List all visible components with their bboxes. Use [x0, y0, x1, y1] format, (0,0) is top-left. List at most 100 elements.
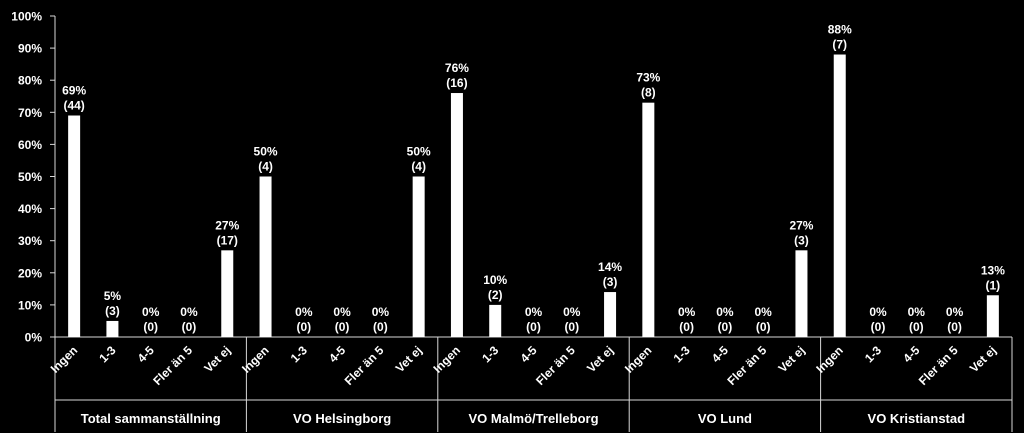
group-label: Total sammanställning	[81, 411, 221, 426]
data-label-count: (0)	[296, 320, 311, 334]
data-label-percent: 0%	[295, 305, 313, 319]
group-label: VO Helsingborg	[293, 411, 391, 426]
category-label: Fler än 5	[724, 343, 769, 388]
y-tick-label: 10%	[18, 298, 42, 312]
y-tick-label: 80%	[18, 74, 42, 88]
category-label: Vet ej	[584, 343, 616, 375]
group-label: VO Malmö/Trelleborg	[468, 411, 598, 426]
data-label-percent: 0%	[142, 305, 160, 319]
data-label-count: (3)	[603, 275, 618, 289]
data-label-count: (16)	[446, 76, 467, 90]
data-label-count: (4)	[411, 160, 426, 174]
data-label-percent: 0%	[678, 305, 696, 319]
data-label-percent: 0%	[716, 305, 734, 319]
data-label-percent: 0%	[869, 305, 887, 319]
bar	[259, 176, 272, 337]
y-tick-label: 0%	[25, 331, 43, 345]
y-tick-label: 100%	[11, 10, 42, 24]
y-tick-label: 60%	[18, 138, 42, 152]
data-label-count: (0)	[526, 320, 541, 334]
data-label-percent: 0%	[180, 305, 198, 319]
data-label-percent: 73%	[636, 71, 660, 85]
data-label-percent: 0%	[563, 305, 581, 319]
category-label: 1-3	[288, 343, 310, 365]
data-label-count: (0)	[718, 320, 733, 334]
data-label-percent: 69%	[62, 84, 86, 98]
data-label-percent: 50%	[254, 145, 278, 159]
data-label-percent: 88%	[828, 23, 852, 37]
data-label-percent: 76%	[445, 61, 469, 75]
group-label: VO Kristianstad	[868, 411, 966, 426]
category-label: 4-5	[900, 343, 922, 365]
data-label-percent: 13%	[981, 263, 1005, 277]
category-label: Fler än 5	[916, 343, 961, 388]
y-tick-label: 70%	[18, 106, 42, 120]
category-label: Fler än 5	[150, 343, 195, 388]
bar	[68, 115, 81, 337]
y-tick-label: 90%	[18, 42, 42, 56]
data-label-percent: 0%	[946, 305, 964, 319]
bar	[412, 176, 425, 337]
data-label-count: (3)	[794, 233, 809, 247]
bar	[604, 292, 617, 337]
bar	[795, 250, 808, 337]
category-label: Ingen	[813, 343, 846, 376]
y-tick-label: 50%	[18, 170, 42, 184]
category-label: Fler än 5	[533, 343, 578, 388]
data-label-percent: 0%	[372, 305, 390, 319]
bar	[489, 304, 502, 337]
data-label-percent: 0%	[525, 305, 543, 319]
data-label-percent: 27%	[789, 218, 813, 232]
bars	[68, 54, 999, 338]
y-axis: 0% 10% 20% 30% 40% 50% 60% 70% 80% 90% 100%	[11, 10, 56, 345]
data-label-count: (1)	[986, 278, 1001, 292]
data-label-percent: 10%	[483, 273, 507, 287]
data-label-count: (0)	[335, 320, 350, 334]
category-label: Vet ej	[776, 343, 808, 375]
category-label: Fler än 5	[342, 343, 387, 388]
bar	[450, 93, 463, 337]
category-label: Vet ej	[393, 343, 425, 375]
category-label: 1-3	[96, 343, 118, 365]
category-label: Vet ej	[201, 343, 233, 375]
data-label-percent: 27%	[215, 218, 239, 232]
category-label: 1-3	[862, 343, 884, 365]
data-label-count: (8)	[641, 86, 656, 100]
category-label: 1-3	[671, 343, 693, 365]
data-label-count: (0)	[679, 320, 694, 334]
data-label-percent: 0%	[755, 305, 773, 319]
category-label: 4-5	[135, 343, 157, 365]
y-tick-label: 40%	[18, 202, 42, 216]
data-label-count: (7)	[832, 38, 847, 52]
category-label: Ingen	[48, 343, 81, 376]
data-label-percent: 14%	[598, 260, 622, 274]
category-label: Ingen	[431, 343, 464, 376]
data-label-count: (0)	[143, 320, 158, 334]
category-label: 4-5	[517, 343, 539, 365]
bar	[986, 295, 999, 337]
category-label: 4-5	[326, 343, 348, 365]
bar	[106, 320, 119, 337]
bar	[221, 250, 234, 337]
bar	[833, 54, 846, 338]
data-label-count: (0)	[373, 320, 388, 334]
data-label-percent: 50%	[407, 145, 431, 159]
data-label-percent: 0%	[908, 305, 926, 319]
y-tick-label: 30%	[18, 234, 42, 248]
data-label-count: (0)	[947, 320, 962, 334]
category-label: Ingen	[239, 343, 272, 376]
category-label: Ingen	[622, 343, 655, 376]
data-label-count: (2)	[488, 288, 503, 302]
data-label-count: (0)	[909, 320, 924, 334]
data-label-count: (0)	[756, 320, 771, 334]
data-label-percent: 0%	[333, 305, 351, 319]
data-label-count: (44)	[63, 99, 84, 113]
category-label: 1-3	[479, 343, 501, 365]
data-label-count: (0)	[564, 320, 579, 334]
category-label: Vet ej	[967, 343, 999, 375]
group-label: VO Lund	[698, 411, 752, 426]
bar	[642, 102, 655, 337]
data-labels: 69%(44)5%(3) 0%(0)0%(0)27%(17)50%(4)0%(0)…	[62, 23, 1005, 334]
